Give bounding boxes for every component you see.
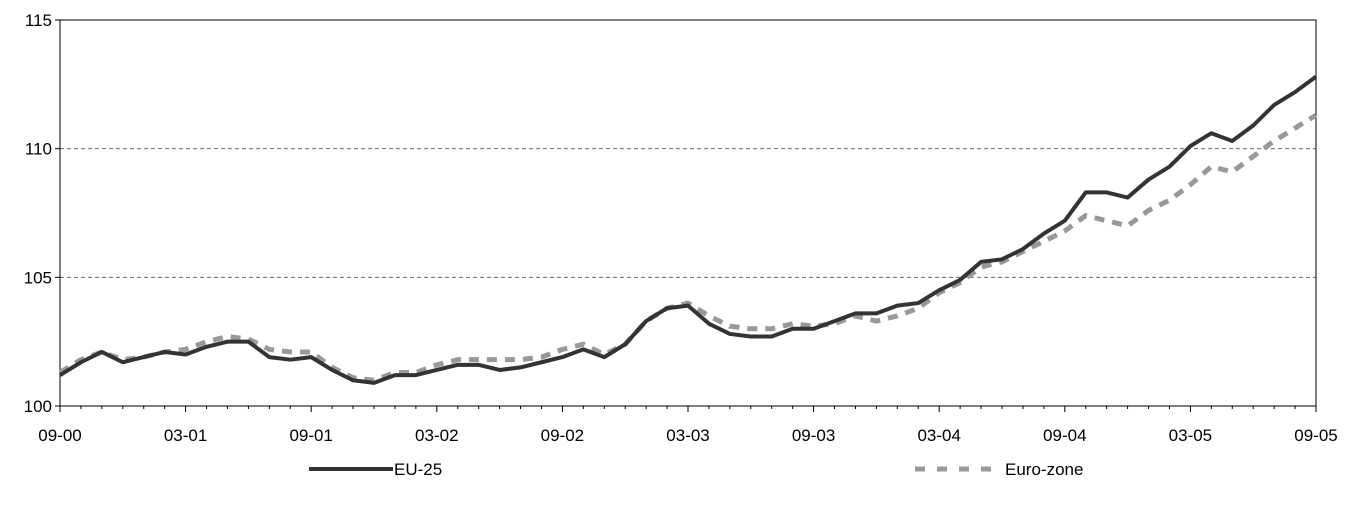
x-tick-label: 03-03 xyxy=(666,426,709,445)
y-tick-label: 105 xyxy=(24,268,52,287)
grid-lines xyxy=(60,148,1316,278)
x-tick-label: 09-00 xyxy=(38,426,81,445)
x-tick-label: 09-04 xyxy=(1043,426,1086,445)
legend-label-eu-25: EU-25 xyxy=(394,460,442,479)
legend-label-euro-zone: Euro-zone xyxy=(1005,460,1083,479)
legend: EU-25 Euro-zone xyxy=(309,460,1083,479)
x-tick-label: 09-01 xyxy=(289,426,332,445)
x-tick-label: 09-05 xyxy=(1294,426,1337,445)
y-axis-ticks: 100 105 110 115 xyxy=(24,11,60,416)
x-tick-label: 03-02 xyxy=(415,426,458,445)
series-line-euro-zone xyxy=(58,113,1318,383)
series-layer xyxy=(58,75,1318,385)
x-tick-label: 09-03 xyxy=(792,426,835,445)
x-tick-label: 03-04 xyxy=(917,426,960,445)
plot-frame xyxy=(59,19,1317,407)
y-tick-label: 100 xyxy=(24,397,52,416)
x-tick-label: 03-05 xyxy=(1169,426,1212,445)
series-line-eu-25 xyxy=(58,75,1318,385)
x-axis-ticks: 09-00 03-01 09-01 03-02 09-02 03-03 09-03 03-04… xyxy=(38,406,1338,445)
y-tick-label: 110 xyxy=(25,140,52,159)
x-tick-label: 03-01 xyxy=(164,426,207,445)
x-tick-label: 09-02 xyxy=(541,426,584,445)
y-tick-label: 115 xyxy=(25,11,52,30)
